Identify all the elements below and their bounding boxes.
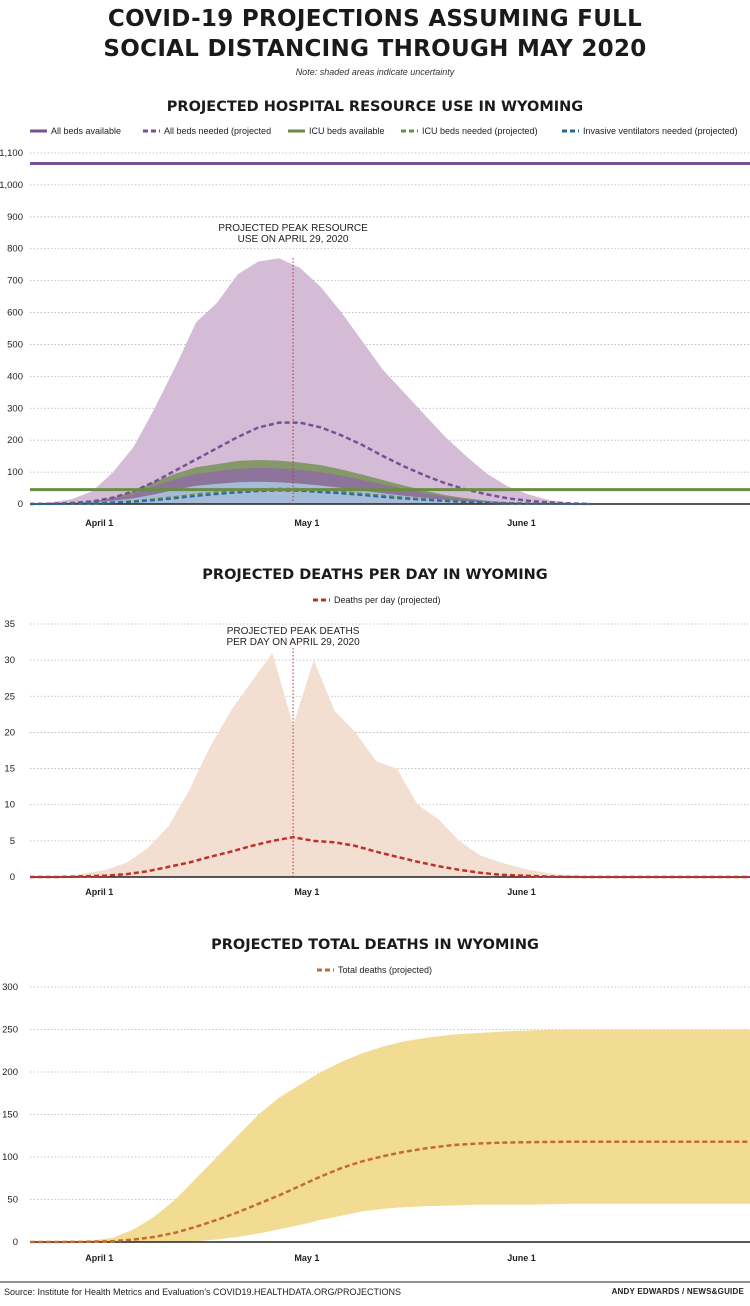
y-tick-label-2-6: 300 [2,982,18,993]
y-tick-label-2-5: 250 [2,1025,18,1036]
deaths-per-day-band [30,652,750,877]
y-tick-label-1-6: 30 [4,655,15,666]
x-tick-label-2-1: May 1 [294,1253,319,1263]
deaths-peak-annotation-line-1: PROJECTED PEAK DEATHS [227,626,360,637]
ventilators-needed-line [30,489,591,505]
x-tick-label-1-1: May 1 [294,887,319,897]
uncertainty-note: Note: shaded areas indicate uncertainty [295,67,455,77]
source-text: Source: Institute for Health Metrics and… [4,1287,401,1297]
y-tick-label-1-0: 0 [10,872,15,883]
y-tick-label-0-5: 500 [7,339,23,350]
deaths-per-day-chart-title: PROJECTED DEATHS PER DAY IN WYOMING [202,567,548,583]
y-tick-label-0-11: 1,100 [0,148,23,159]
hospital-peak-annotation-line-2: USE ON APRIL 29, 2020 [238,234,349,245]
total-deaths-legend-label: Total deaths (projected) [338,965,432,975]
hospital-peak-annotation-line-1: PROJECTED PEAK RESOURCE [218,223,368,234]
x-tick-label-2-2: June 1 [507,1253,536,1263]
total-deaths-line [30,1140,750,1244]
x-tick-label-2-0: April 1 [85,1253,113,1263]
y-tick-label-1-5: 25 [4,691,15,702]
total-deaths-chart-title: PROJECTED TOTAL DEATHS IN WYOMING [211,937,539,953]
main-title: COVID-19 PROJECTIONS ASSUMING FULL SOCIA… [0,4,750,64]
x-tick-label-0-0: April 1 [85,518,113,528]
y-tick-label-0-9: 900 [7,212,23,223]
y-tick-label-1-2: 10 [4,800,15,811]
main-title-line-1: COVID-19 PROJECTIONS ASSUMING FULL [107,6,643,32]
hospital-legend-2-label: ICU beds available [309,126,385,136]
all-beds-needed-line [29,421,591,506]
y-tick-label-2-0: 0 [13,1237,18,1248]
y-tick-label-1-1: 5 [10,836,15,847]
y-tick-label-0-3: 300 [7,403,23,414]
y-tick-label-0-2: 200 [7,435,23,446]
y-tick-label-1-4: 20 [4,727,15,738]
y-tick-label-0-7: 700 [7,276,23,287]
hospital-legend-4-label: Invasive ventilators needed (projected) [583,126,738,136]
x-tick-label-1-2: June 1 [507,887,536,897]
y-tick-label-1-7: 35 [4,619,15,630]
y-tick-label-2-2: 100 [2,1152,18,1163]
x-tick-label-0-2: June 1 [507,518,536,528]
hospital-legend-0-label: All beds available [51,126,121,136]
y-tick-label-2-4: 200 [2,1067,18,1078]
y-tick-label-0-8: 800 [7,244,23,255]
y-tick-label-2-1: 50 [7,1195,18,1206]
y-tick-label-0-0: 0 [18,499,23,510]
deaths-per-day-line [30,835,750,879]
x-tick-label-0-1: May 1 [294,518,319,528]
credit-text: ANDY EDWARDS / NEWS&GUIDE [611,1287,744,1296]
hospital-legend-3-label: ICU beds needed (projected) [422,126,538,136]
y-tick-label-0-10: 1,000 [0,180,23,191]
hospital-chart-title: PROJECTED HOSPITAL RESOURCE USE IN WYOMI… [166,99,584,115]
y-tick-label-0-6: 600 [7,308,23,319]
total-deaths-band [30,1029,750,1242]
all-beds-needed-band [30,258,591,504]
deaths-per-day-legend-label: Deaths per day (projected) [334,595,441,605]
y-tick-label-1-3: 15 [4,764,15,775]
y-tick-label-0-1: 100 [7,467,23,478]
x-tick-label-1-0: April 1 [85,887,113,897]
main-title-line-2: SOCIAL DISTANCING THROUGH MAY 2020 [103,36,647,62]
deaths-peak-annotation-line-2: PER DAY ON APRIL 29, 2020 [226,637,360,648]
hospital-legend-1-label: All beds needed (projected [164,126,271,136]
y-tick-label-2-3: 150 [2,1110,18,1121]
y-tick-label-0-4: 400 [7,371,23,382]
